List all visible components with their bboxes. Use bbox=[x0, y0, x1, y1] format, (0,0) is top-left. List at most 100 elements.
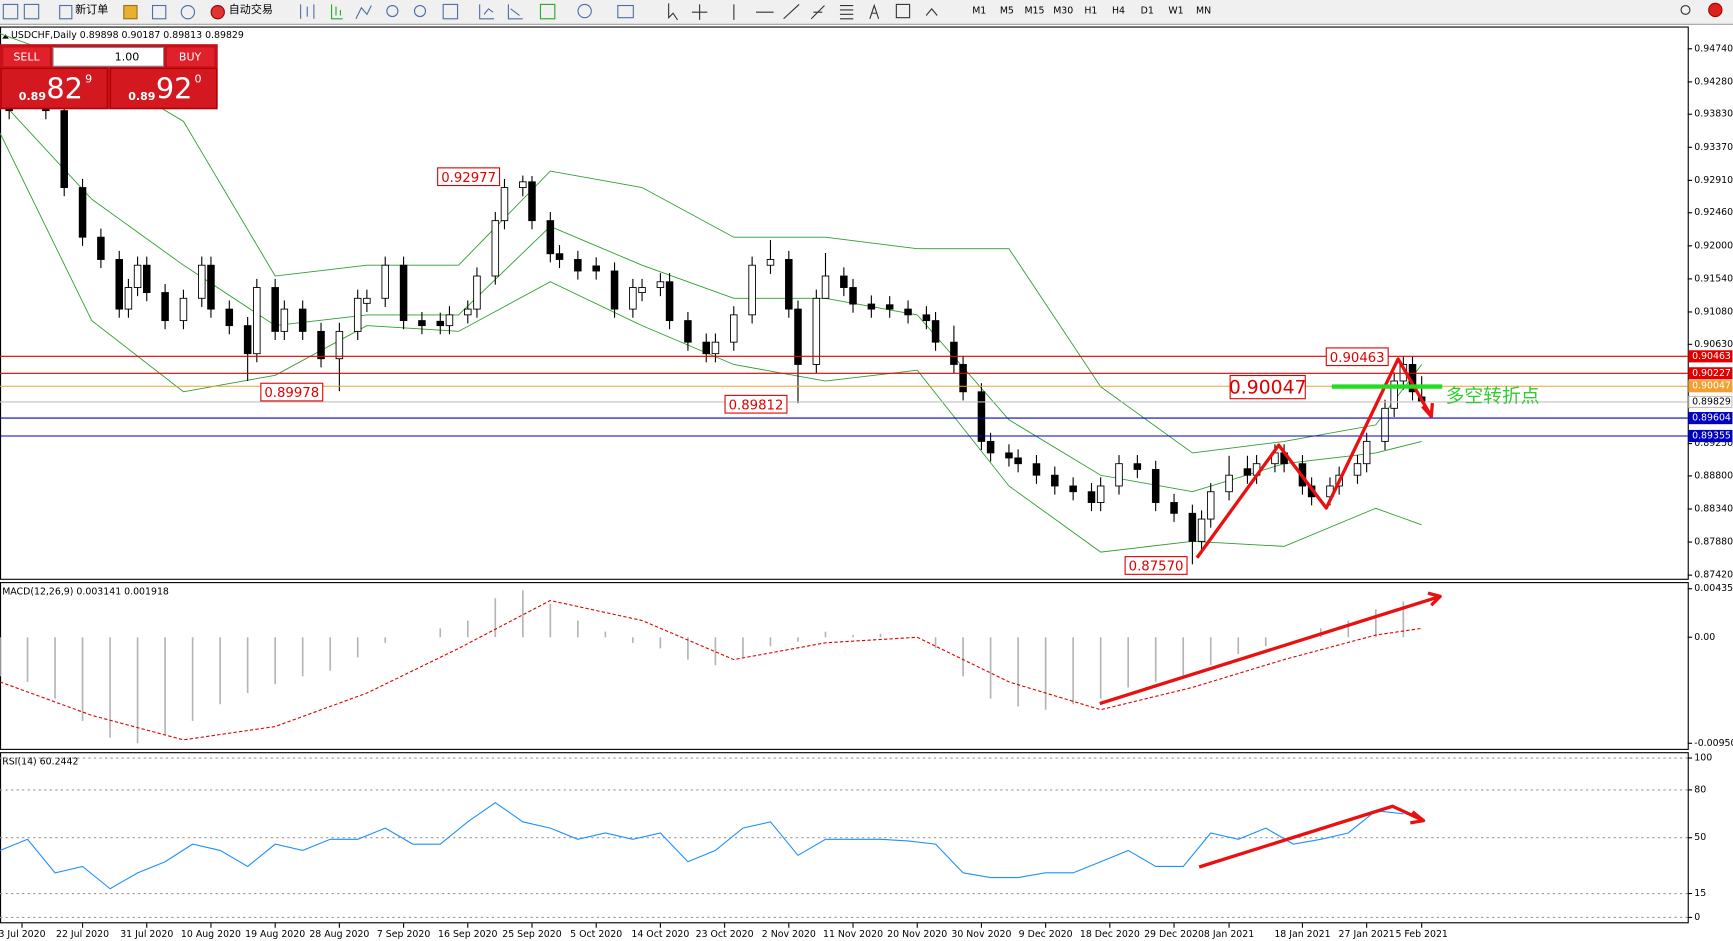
y-tick-label: -0.009504 bbox=[1694, 738, 1733, 749]
candle-body bbox=[381, 264, 389, 299]
price-label: 0.89355 bbox=[1692, 431, 1731, 442]
buy-price-box[interactable] bbox=[109, 67, 218, 109]
icon[interactable] bbox=[59, 4, 73, 20]
candle-body bbox=[849, 287, 857, 305]
y-tick-label: 50 bbox=[1694, 832, 1706, 843]
annotation-label: 0.89978 bbox=[264, 386, 319, 401]
timeframe-button[interactable]: M15 bbox=[1024, 6, 1044, 17]
icon[interactable] bbox=[895, 3, 911, 19]
icon[interactable] bbox=[355, 5, 372, 20]
y-tick-label: 0.92910 bbox=[1694, 175, 1733, 186]
icon[interactable] bbox=[442, 3, 459, 20]
candle-body bbox=[124, 287, 133, 310]
candle-body bbox=[1133, 463, 1142, 470]
icon[interactable] bbox=[1680, 4, 1691, 15]
icon[interactable] bbox=[386, 4, 399, 18]
icon[interactable] bbox=[331, 4, 343, 20]
candle-body bbox=[766, 259, 775, 266]
candle-body bbox=[931, 320, 940, 343]
icon[interactable] bbox=[869, 3, 880, 19]
candle-body bbox=[977, 391, 986, 442]
y-tick-label: 0.00 bbox=[1694, 632, 1715, 643]
candle-body bbox=[1362, 440, 1371, 465]
timeframe-button[interactable]: MN bbox=[1196, 6, 1211, 17]
icon[interactable] bbox=[539, 3, 556, 20]
timeframe-button[interactable]: H1 bbox=[1084, 6, 1097, 17]
sell-button[interactable] bbox=[3, 47, 50, 67]
y-tick-label: 0.91080 bbox=[1694, 306, 1733, 317]
buy-button[interactable] bbox=[166, 47, 215, 67]
icon[interactable] bbox=[1708, 2, 1723, 18]
price-label: 0.90047 bbox=[1692, 381, 1731, 392]
icon[interactable] bbox=[300, 4, 315, 19]
timeframe-button[interactable]: M1 bbox=[972, 6, 986, 17]
y-tick-label: 0.92460 bbox=[1694, 207, 1733, 218]
x-tick-label: 10 Aug 2020 bbox=[181, 929, 241, 940]
annotation-note: 多空转折点 bbox=[1446, 385, 1540, 407]
icon[interactable] bbox=[507, 4, 523, 20]
icon[interactable] bbox=[617, 4, 634, 19]
icon[interactable] bbox=[151, 4, 167, 20]
sell-price-box[interactable] bbox=[0, 67, 108, 109]
price-label-bg bbox=[1688, 429, 1733, 443]
timeframe-button[interactable]: M5 bbox=[1000, 6, 1014, 17]
candle-body bbox=[1188, 512, 1197, 542]
price-label-bg bbox=[1688, 412, 1733, 425]
candle-body bbox=[1197, 518, 1206, 542]
candle-body bbox=[840, 275, 848, 288]
candle-body bbox=[253, 287, 261, 355]
candle-body bbox=[317, 330, 325, 360]
annotation-label: 0.87570 bbox=[1129, 560, 1184, 575]
icon[interactable] bbox=[210, 4, 225, 20]
timeframes: M1 M5 M15 M30 H1 H4 D1 W1 MN bbox=[972, 6, 1211, 17]
candle-body bbox=[821, 275, 830, 299]
icon[interactable] bbox=[925, 7, 938, 16]
icon[interactable] bbox=[577, 3, 592, 19]
candle-body bbox=[298, 308, 307, 332]
candle-body bbox=[399, 264, 408, 322]
x-tick-label: 8 Jan 2021 bbox=[1204, 929, 1254, 940]
x-tick-label: 11 Nov 2020 bbox=[823, 929, 883, 940]
icon[interactable] bbox=[691, 4, 708, 20]
icon[interactable] bbox=[413, 4, 427, 18]
icon[interactable] bbox=[23, 3, 40, 20]
icon[interactable] bbox=[2, 3, 19, 20]
sell-price-point: 9 bbox=[85, 73, 92, 86]
indicator-title: RSI(14) 60.2442 bbox=[2, 757, 78, 768]
icon[interactable] bbox=[479, 4, 495, 20]
annotation-box bbox=[1325, 347, 1389, 367]
candle-body bbox=[436, 320, 445, 327]
annotation-box bbox=[1229, 374, 1306, 400]
candle-body bbox=[748, 264, 756, 316]
timeframe-button[interactable]: D1 bbox=[1141, 6, 1154, 17]
icon[interactable] bbox=[180, 4, 196, 20]
arrow-head bbox=[1427, 591, 1442, 607]
buy-label: BUY bbox=[179, 50, 202, 63]
buy-price-point: 0 bbox=[195, 73, 202, 86]
y-tick-label: 0.87420 bbox=[1694, 570, 1733, 581]
lots-field[interactable] bbox=[52, 46, 165, 67]
candle-body bbox=[867, 303, 876, 310]
icon[interactable] bbox=[839, 4, 854, 20]
timeframe-button[interactable]: M30 bbox=[1053, 6, 1073, 17]
candle-body bbox=[950, 341, 958, 365]
icon[interactable] bbox=[810, 5, 825, 20]
x-tick-label: 5 Feb 2021 bbox=[1395, 929, 1447, 940]
auto-trading-button[interactable]: 自动交易 bbox=[229, 2, 273, 16]
buy-price-big: 0.89 bbox=[128, 90, 155, 103]
x-tick-label: 22 Jul 2020 bbox=[56, 929, 109, 940]
candle-body bbox=[1381, 407, 1389, 442]
main-panel bbox=[0, 26, 1689, 580]
candle-body bbox=[1051, 474, 1059, 487]
y-tick-label: 0.91540 bbox=[1694, 273, 1733, 284]
annotation-label: 0.90463 bbox=[1330, 351, 1385, 366]
timeframe-button[interactable]: W1 bbox=[1168, 6, 1183, 17]
x-tick-label: 5 Oct 2020 bbox=[570, 929, 622, 940]
candle-body bbox=[225, 308, 234, 327]
icon[interactable] bbox=[668, 3, 678, 21]
price-label: 0.90463 bbox=[1692, 351, 1731, 362]
timeframe-button[interactable]: H4 bbox=[1112, 6, 1125, 17]
icon[interactable] bbox=[123, 4, 138, 20]
new-order-button[interactable]: 新订单 bbox=[75, 2, 108, 16]
icon[interactable] bbox=[783, 4, 800, 20]
